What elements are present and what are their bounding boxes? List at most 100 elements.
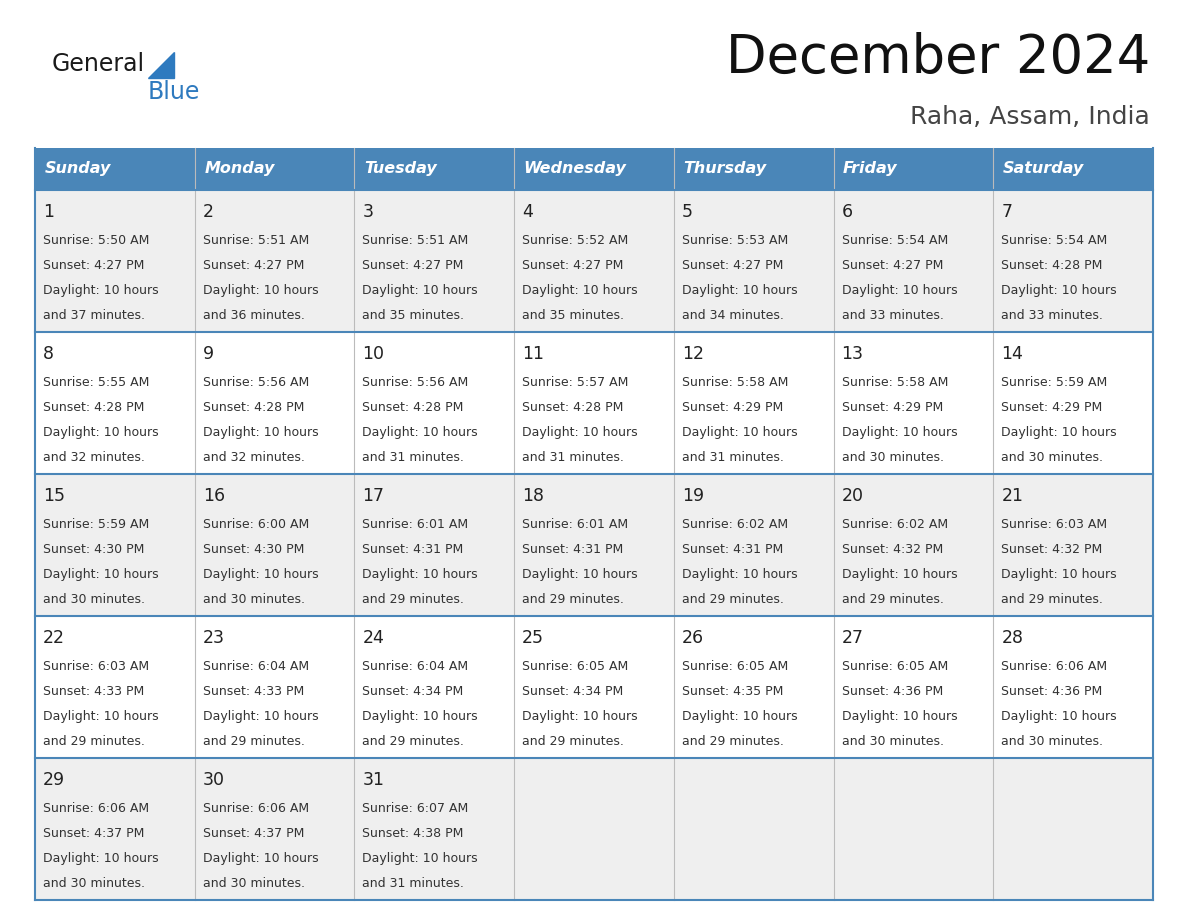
Text: and 31 minutes.: and 31 minutes. bbox=[523, 451, 624, 464]
Bar bbox=[993, 190, 1154, 332]
Text: Sunset: 4:29 PM: Sunset: 4:29 PM bbox=[1001, 401, 1102, 414]
Text: 18: 18 bbox=[523, 487, 544, 505]
Text: Tuesday: Tuesday bbox=[364, 162, 437, 176]
Bar bbox=[674, 474, 834, 616]
Text: and 30 minutes.: and 30 minutes. bbox=[43, 877, 145, 890]
Bar bbox=[34, 148, 195, 190]
Text: 26: 26 bbox=[682, 629, 704, 647]
Text: Daylight: 10 hours: Daylight: 10 hours bbox=[682, 284, 797, 297]
Text: Sunrise: 6:06 AM: Sunrise: 6:06 AM bbox=[203, 802, 309, 815]
Bar bbox=[195, 758, 354, 900]
Text: 20: 20 bbox=[841, 487, 864, 505]
Text: Sunrise: 5:57 AM: Sunrise: 5:57 AM bbox=[523, 376, 628, 389]
Text: 25: 25 bbox=[523, 629, 544, 647]
Text: Sunrise: 6:05 AM: Sunrise: 6:05 AM bbox=[682, 660, 788, 673]
Text: Sunset: 4:38 PM: Sunset: 4:38 PM bbox=[362, 827, 463, 840]
Text: Sunrise: 6:04 AM: Sunrise: 6:04 AM bbox=[362, 660, 468, 673]
Text: Monday: Monday bbox=[204, 162, 274, 176]
Text: 28: 28 bbox=[1001, 629, 1023, 647]
Text: and 30 minutes.: and 30 minutes. bbox=[1001, 734, 1104, 747]
Text: and 36 minutes.: and 36 minutes. bbox=[203, 308, 304, 321]
Text: Sunday: Sunday bbox=[45, 162, 110, 176]
Text: Sunset: 4:36 PM: Sunset: 4:36 PM bbox=[1001, 685, 1102, 698]
Text: Daylight: 10 hours: Daylight: 10 hours bbox=[841, 710, 958, 722]
Text: and 31 minutes.: and 31 minutes. bbox=[362, 451, 465, 464]
Text: Friday: Friday bbox=[843, 162, 898, 176]
Text: Sunrise: 5:50 AM: Sunrise: 5:50 AM bbox=[43, 234, 150, 247]
Text: Sunset: 4:37 PM: Sunset: 4:37 PM bbox=[203, 827, 304, 840]
Text: 31: 31 bbox=[362, 771, 385, 789]
Text: Daylight: 10 hours: Daylight: 10 hours bbox=[203, 852, 318, 865]
Text: and 31 minutes.: and 31 minutes. bbox=[682, 451, 784, 464]
Text: Daylight: 10 hours: Daylight: 10 hours bbox=[1001, 710, 1117, 722]
Text: Daylight: 10 hours: Daylight: 10 hours bbox=[43, 284, 159, 297]
Text: 19: 19 bbox=[682, 487, 704, 505]
Text: Sunrise: 5:55 AM: Sunrise: 5:55 AM bbox=[43, 376, 150, 389]
Text: and 35 minutes.: and 35 minutes. bbox=[523, 308, 624, 321]
Bar bbox=[674, 190, 834, 332]
Text: Daylight: 10 hours: Daylight: 10 hours bbox=[682, 710, 797, 722]
Text: Sunrise: 6:05 AM: Sunrise: 6:05 AM bbox=[523, 660, 628, 673]
Text: and 30 minutes.: and 30 minutes. bbox=[841, 451, 943, 464]
Text: Sunset: 4:28 PM: Sunset: 4:28 PM bbox=[203, 401, 304, 414]
Bar bbox=[993, 332, 1154, 474]
Text: and 29 minutes.: and 29 minutes. bbox=[1001, 593, 1104, 606]
Text: Sunrise: 5:58 AM: Sunrise: 5:58 AM bbox=[841, 376, 948, 389]
Text: Sunrise: 6:01 AM: Sunrise: 6:01 AM bbox=[362, 518, 468, 531]
Text: Sunrise: 5:53 AM: Sunrise: 5:53 AM bbox=[682, 234, 788, 247]
Bar bbox=[834, 758, 993, 900]
Text: 2: 2 bbox=[203, 203, 214, 221]
Text: 12: 12 bbox=[682, 345, 703, 363]
Text: Wednesday: Wednesday bbox=[524, 162, 626, 176]
Bar bbox=[195, 616, 354, 758]
Text: Sunset: 4:29 PM: Sunset: 4:29 PM bbox=[841, 401, 943, 414]
Bar bbox=[34, 332, 195, 474]
Text: Sunrise: 5:56 AM: Sunrise: 5:56 AM bbox=[203, 376, 309, 389]
Bar bbox=[195, 190, 354, 332]
Text: 17: 17 bbox=[362, 487, 385, 505]
Text: Daylight: 10 hours: Daylight: 10 hours bbox=[203, 567, 318, 581]
Text: 3: 3 bbox=[362, 203, 373, 221]
Text: Daylight: 10 hours: Daylight: 10 hours bbox=[203, 426, 318, 439]
Text: and 29 minutes.: and 29 minutes. bbox=[682, 734, 784, 747]
Text: and 30 minutes.: and 30 minutes. bbox=[841, 734, 943, 747]
Text: Sunrise: 5:51 AM: Sunrise: 5:51 AM bbox=[362, 234, 468, 247]
Text: 9: 9 bbox=[203, 345, 214, 363]
Text: Sunrise: 6:06 AM: Sunrise: 6:06 AM bbox=[43, 802, 150, 815]
Text: Sunset: 4:34 PM: Sunset: 4:34 PM bbox=[523, 685, 624, 698]
Bar bbox=[354, 616, 514, 758]
Text: Daylight: 10 hours: Daylight: 10 hours bbox=[682, 426, 797, 439]
Bar bbox=[514, 190, 674, 332]
Text: and 30 minutes.: and 30 minutes. bbox=[203, 593, 304, 606]
Text: Sunset: 4:30 PM: Sunset: 4:30 PM bbox=[43, 543, 145, 556]
Text: Sunrise: 6:02 AM: Sunrise: 6:02 AM bbox=[682, 518, 788, 531]
Bar bbox=[834, 616, 993, 758]
Text: December 2024: December 2024 bbox=[726, 32, 1150, 84]
Bar bbox=[834, 474, 993, 616]
Text: 11: 11 bbox=[523, 345, 544, 363]
Text: General: General bbox=[52, 52, 145, 76]
Bar bbox=[674, 758, 834, 900]
Text: Sunset: 4:34 PM: Sunset: 4:34 PM bbox=[362, 685, 463, 698]
Text: and 29 minutes.: and 29 minutes. bbox=[203, 734, 304, 747]
Text: Sunset: 4:31 PM: Sunset: 4:31 PM bbox=[362, 543, 463, 556]
Text: 30: 30 bbox=[203, 771, 225, 789]
Text: 4: 4 bbox=[523, 203, 533, 221]
Text: Daylight: 10 hours: Daylight: 10 hours bbox=[362, 852, 478, 865]
Text: Daylight: 10 hours: Daylight: 10 hours bbox=[362, 284, 478, 297]
Bar bbox=[674, 616, 834, 758]
Text: and 33 minutes.: and 33 minutes. bbox=[1001, 308, 1104, 321]
Text: 1: 1 bbox=[43, 203, 53, 221]
Text: Sunrise: 5:59 AM: Sunrise: 5:59 AM bbox=[43, 518, 150, 531]
Text: and 31 minutes.: and 31 minutes. bbox=[362, 877, 465, 890]
Bar bbox=[34, 616, 195, 758]
Bar bbox=[993, 616, 1154, 758]
Text: 21: 21 bbox=[1001, 487, 1023, 505]
Text: and 29 minutes.: and 29 minutes. bbox=[523, 734, 624, 747]
Text: and 29 minutes.: and 29 minutes. bbox=[43, 734, 145, 747]
Text: Sunrise: 5:54 AM: Sunrise: 5:54 AM bbox=[841, 234, 948, 247]
Text: Sunset: 4:28 PM: Sunset: 4:28 PM bbox=[43, 401, 145, 414]
Text: Daylight: 10 hours: Daylight: 10 hours bbox=[841, 426, 958, 439]
Text: Sunset: 4:27 PM: Sunset: 4:27 PM bbox=[362, 259, 463, 272]
Text: and 29 minutes.: and 29 minutes. bbox=[841, 593, 943, 606]
